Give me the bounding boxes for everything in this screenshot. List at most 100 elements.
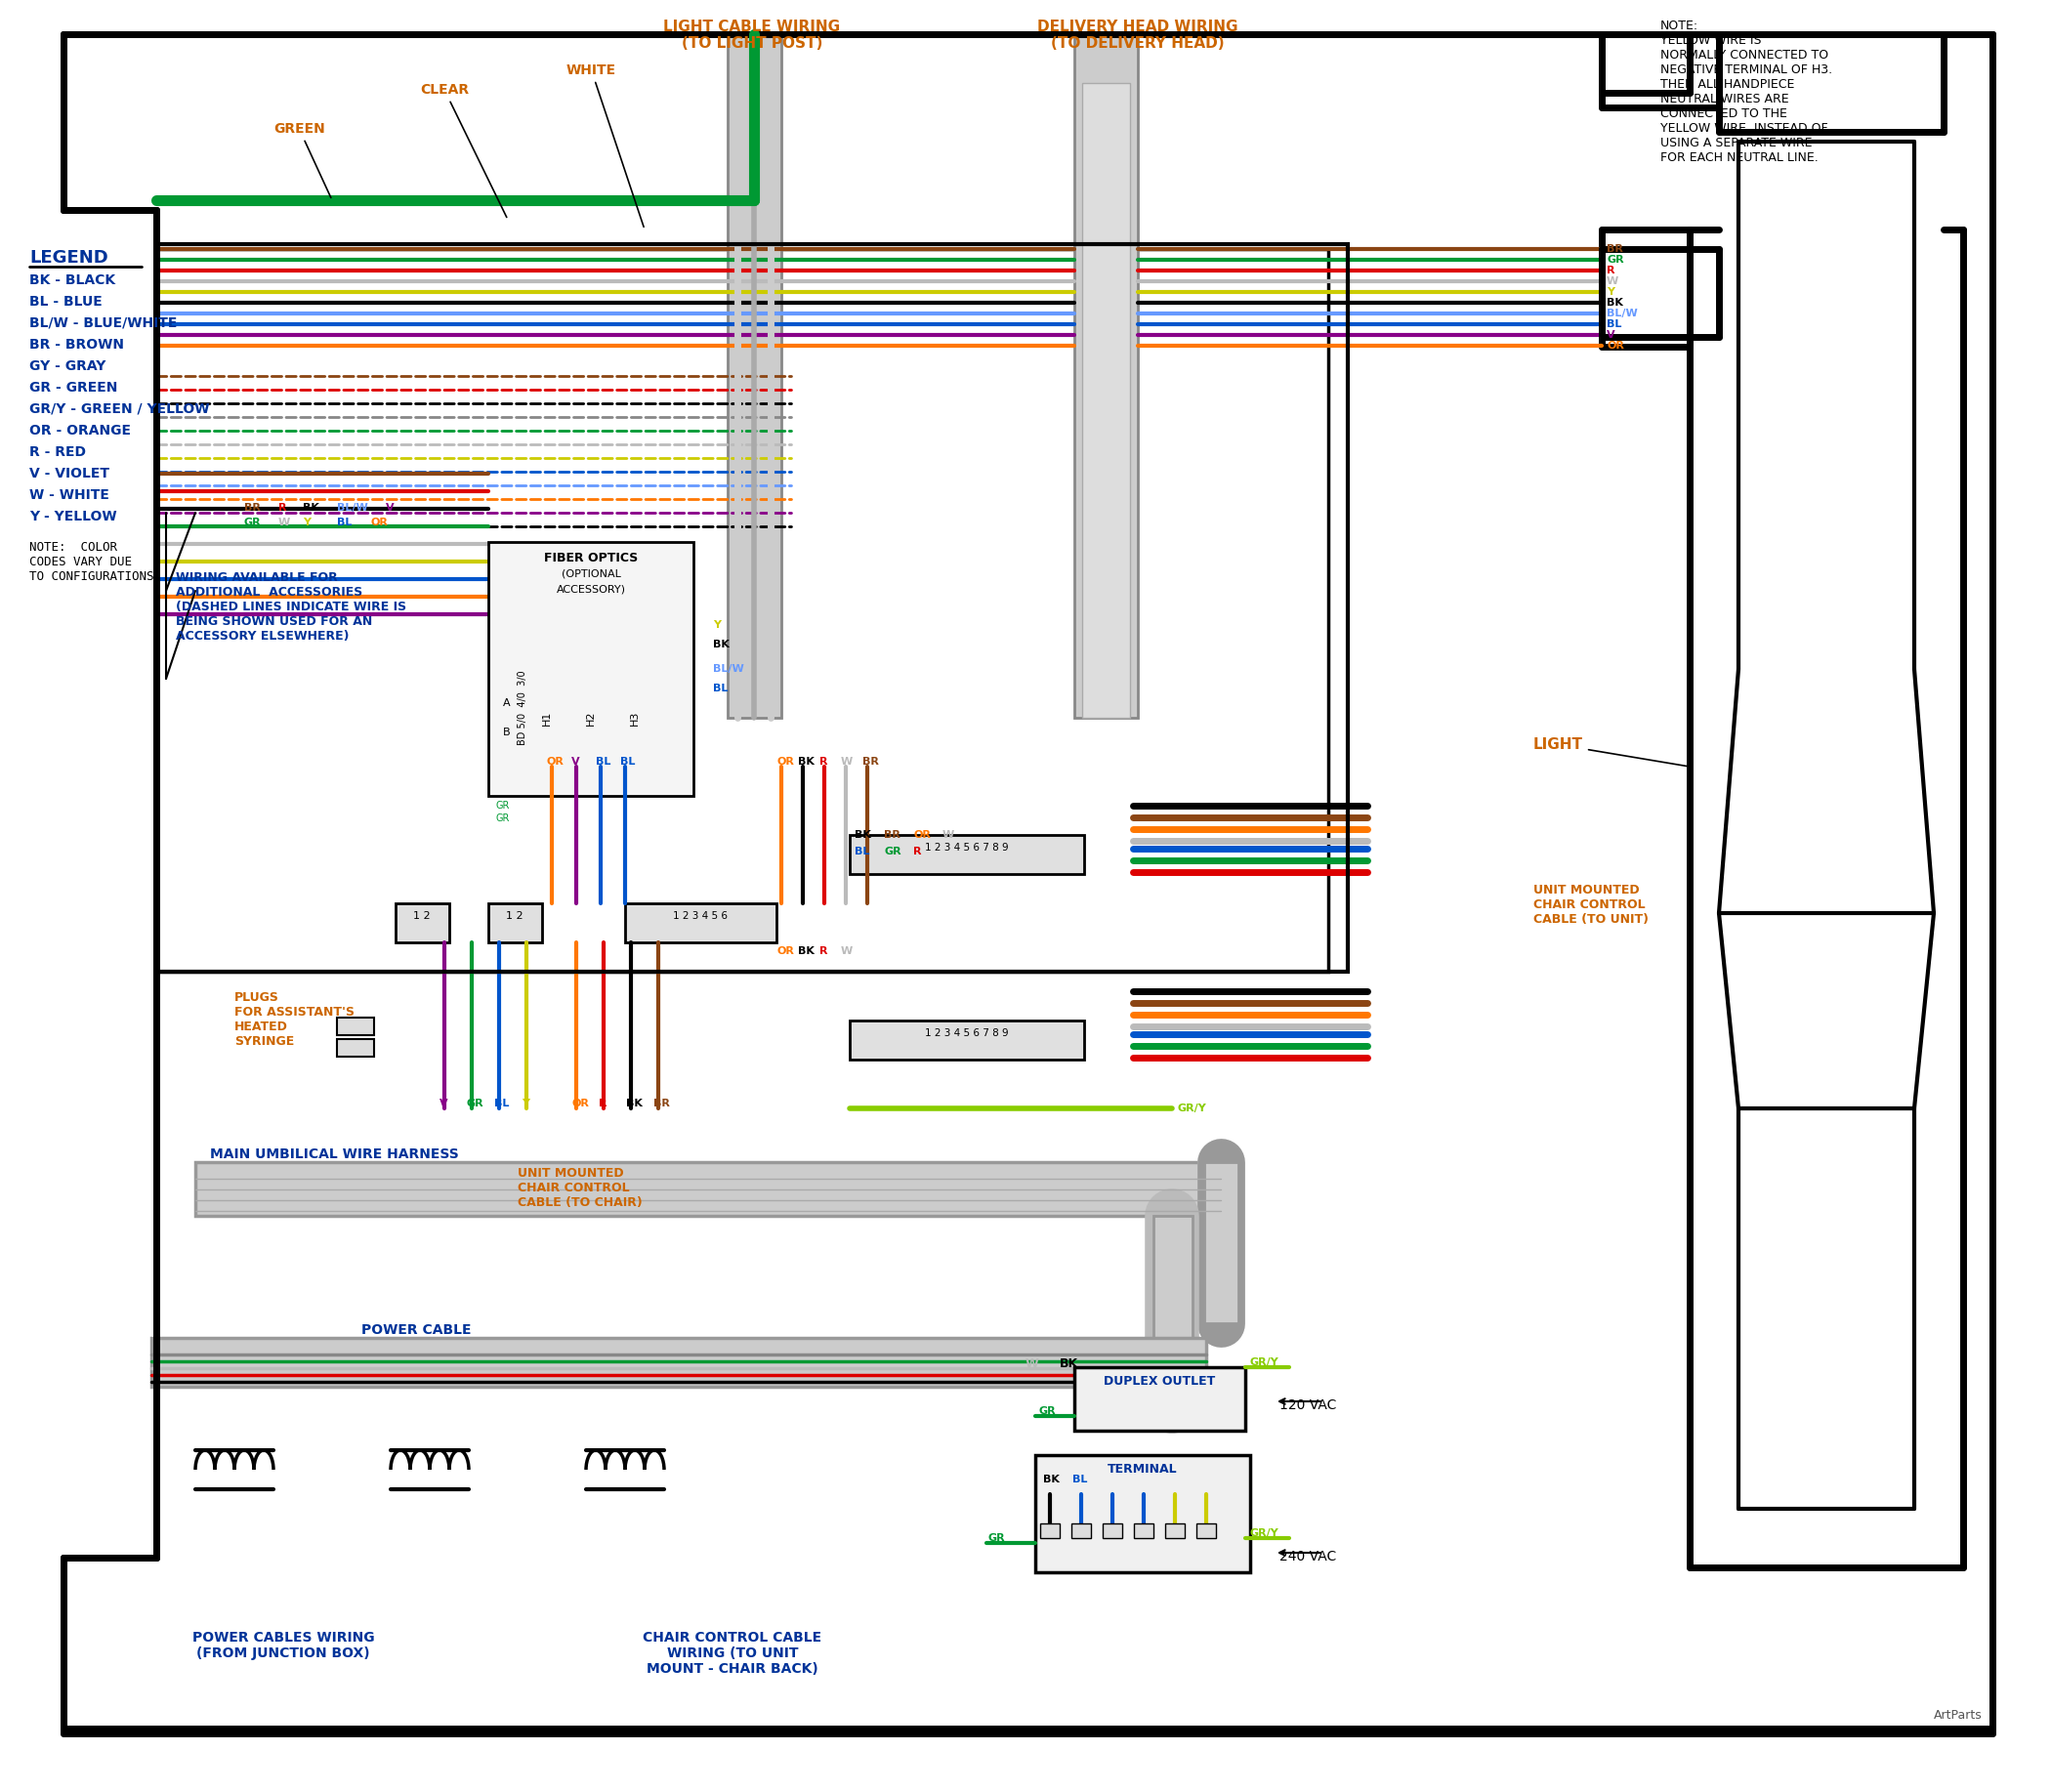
Text: 120 VAC: 120 VAC (1280, 1398, 1337, 1412)
Text: POWER CABLES WIRING
(FROM JUNCTION BOX): POWER CABLES WIRING (FROM JUNCTION BOX) (193, 1631, 375, 1661)
Bar (1196, 1523, 1216, 1538)
Text: R - RED: R - RED (29, 446, 86, 459)
Bar (728, 34, 781, 719)
Text: 240 VAC: 240 VAC (1280, 1550, 1337, 1563)
Bar (336, 1039, 373, 1057)
Text: GR/Y: GR/Y (1251, 1529, 1280, 1538)
Text: W: W (279, 518, 291, 527)
Bar (1040, 1523, 1060, 1538)
Text: R: R (1606, 265, 1614, 276)
Text: OR: OR (777, 946, 794, 957)
Text: 1 2 3 4 5 6: 1 2 3 4 5 6 (673, 910, 728, 921)
Bar (626, 903, 777, 943)
Text: BL: BL (855, 846, 870, 857)
Text: UNIT MOUNTED
CHAIR CONTROL
CABLE (TO UNIT): UNIT MOUNTED CHAIR CONTROL CABLE (TO UNI… (1534, 883, 1649, 926)
Text: W: W (841, 946, 853, 957)
Text: BD 5/0  4/0  3/0: BD 5/0 4/0 3/0 (517, 670, 527, 745)
Text: WIRING AVAILABLE FOR
ADDITIONAL  ACCESSORIES
(DASHED LINES INDICATE WIRE IS
BEIN: WIRING AVAILABLE FOR ADDITIONAL ACCESSOR… (176, 572, 406, 643)
Text: DUPLEX OUTLET: DUPLEX OUTLET (1103, 1374, 1216, 1387)
Text: BR: BR (654, 1098, 671, 1109)
Text: LIGHT: LIGHT (1534, 737, 1688, 767)
Text: PLUGS
FOR ASSISTANT'S
HEATED
SYRINGE: PLUGS FOR ASSISTANT'S HEATED SYRINGE (234, 991, 355, 1048)
Bar (488, 903, 541, 943)
Text: BL: BL (714, 683, 728, 694)
Bar (1071, 1523, 1091, 1538)
Text: B: B (502, 728, 511, 737)
Bar (1036, 1455, 1251, 1572)
Text: GR/Y: GR/Y (1251, 1357, 1280, 1367)
Text: TERMINAL: TERMINAL (1108, 1462, 1177, 1475)
Text: GR: GR (496, 801, 511, 810)
Text: OR: OR (572, 1098, 589, 1109)
Text: BK: BK (626, 1098, 642, 1109)
Text: GR/Y - GREEN / YELLOW: GR/Y - GREEN / YELLOW (29, 403, 209, 416)
Text: ACCESSORY): ACCESSORY) (556, 584, 626, 595)
Text: BL: BL (595, 756, 611, 767)
Text: GR: GR (989, 1534, 1005, 1543)
Text: V: V (1606, 330, 1614, 340)
Text: CLEAR: CLEAR (420, 82, 507, 217)
Text: R: R (913, 846, 921, 857)
Text: OR: OR (1606, 340, 1624, 351)
Text: GR - GREEN: GR - GREEN (29, 382, 117, 394)
Text: OR - ORANGE: OR - ORANGE (29, 425, 131, 437)
Text: H3: H3 (630, 710, 640, 726)
Text: W: W (841, 756, 853, 767)
Text: GREEN: GREEN (273, 122, 330, 197)
Text: BK: BK (1044, 1475, 1060, 1484)
Text: CHAIR CONTROL CABLE
WIRING (TO UNIT
MOUNT - CHAIR BACK): CHAIR CONTROL CABLE WIRING (TO UNIT MOUN… (644, 1631, 822, 1676)
Bar (488, 541, 693, 796)
Text: BK: BK (1060, 1357, 1079, 1371)
Text: R: R (599, 1098, 607, 1109)
Text: OR: OR (913, 830, 931, 840)
Text: W: W (943, 830, 954, 840)
Text: Y: Y (304, 518, 310, 527)
Text: BK: BK (714, 640, 730, 649)
Text: BR: BR (244, 504, 260, 513)
Text: H1: H1 (541, 710, 552, 726)
Text: BL/W - BLUE/WHITE: BL/W - BLUE/WHITE (29, 317, 176, 330)
Bar (849, 1020, 1085, 1059)
Text: (OPTIONAL: (OPTIONAL (562, 570, 621, 579)
Text: BK: BK (798, 946, 814, 957)
Text: GR: GR (468, 1098, 484, 1109)
Text: LEGEND: LEGEND (29, 249, 109, 267)
Text: R: R (279, 504, 287, 513)
Text: H2: H2 (587, 710, 595, 726)
Text: GR: GR (496, 814, 511, 823)
Text: BK: BK (1606, 297, 1622, 308)
Text: Y: Y (714, 620, 720, 629)
Text: V - VIOLET: V - VIOLET (29, 466, 109, 480)
Bar (195, 1163, 1220, 1215)
Text: POWER CABLE: POWER CABLE (361, 1322, 472, 1337)
Text: GR: GR (244, 518, 260, 527)
Text: W: W (1606, 276, 1618, 287)
Text: Y: Y (521, 1098, 529, 1109)
Text: ArtParts: ArtParts (1934, 1710, 1983, 1722)
Text: BL/W: BL/W (1606, 308, 1637, 319)
Text: MAIN UMBILICAL WIRE HARNESS: MAIN UMBILICAL WIRE HARNESS (209, 1147, 459, 1161)
Bar (152, 1339, 1206, 1387)
Text: BR - BROWN: BR - BROWN (29, 339, 123, 351)
Text: V: V (386, 504, 394, 513)
Text: Y - YELLOW: Y - YELLOW (29, 509, 117, 523)
Text: DELIVERY HEAD WIRING
(TO DELIVERY HEAD): DELIVERY HEAD WIRING (TO DELIVERY HEAD) (1038, 20, 1239, 52)
Text: V: V (439, 1098, 447, 1109)
Text: OR: OR (548, 756, 564, 767)
Text: BL: BL (619, 756, 636, 767)
Bar (156, 244, 1348, 971)
Text: UNIT MOUNTED
CHAIR CONTROL
CABLE (TO CHAIR): UNIT MOUNTED CHAIR CONTROL CABLE (TO CHA… (517, 1167, 642, 1210)
Bar (1153, 1215, 1192, 1410)
Bar (336, 1018, 373, 1036)
Bar (1075, 1367, 1245, 1430)
Text: 1 2: 1 2 (414, 910, 431, 921)
Text: BL: BL (1073, 1475, 1087, 1484)
Text: LIGHT CABLE WIRING
(TO LIGHT POST): LIGHT CABLE WIRING (TO LIGHT POST) (665, 20, 841, 52)
Text: BL/W: BL/W (714, 665, 745, 674)
Bar (156, 249, 1329, 971)
Text: BL: BL (494, 1098, 509, 1109)
Text: BK - BLACK: BK - BLACK (29, 274, 115, 287)
Text: W: W (1026, 1357, 1040, 1371)
Text: OR: OR (777, 756, 794, 767)
Text: BL - BLUE: BL - BLUE (29, 296, 103, 308)
